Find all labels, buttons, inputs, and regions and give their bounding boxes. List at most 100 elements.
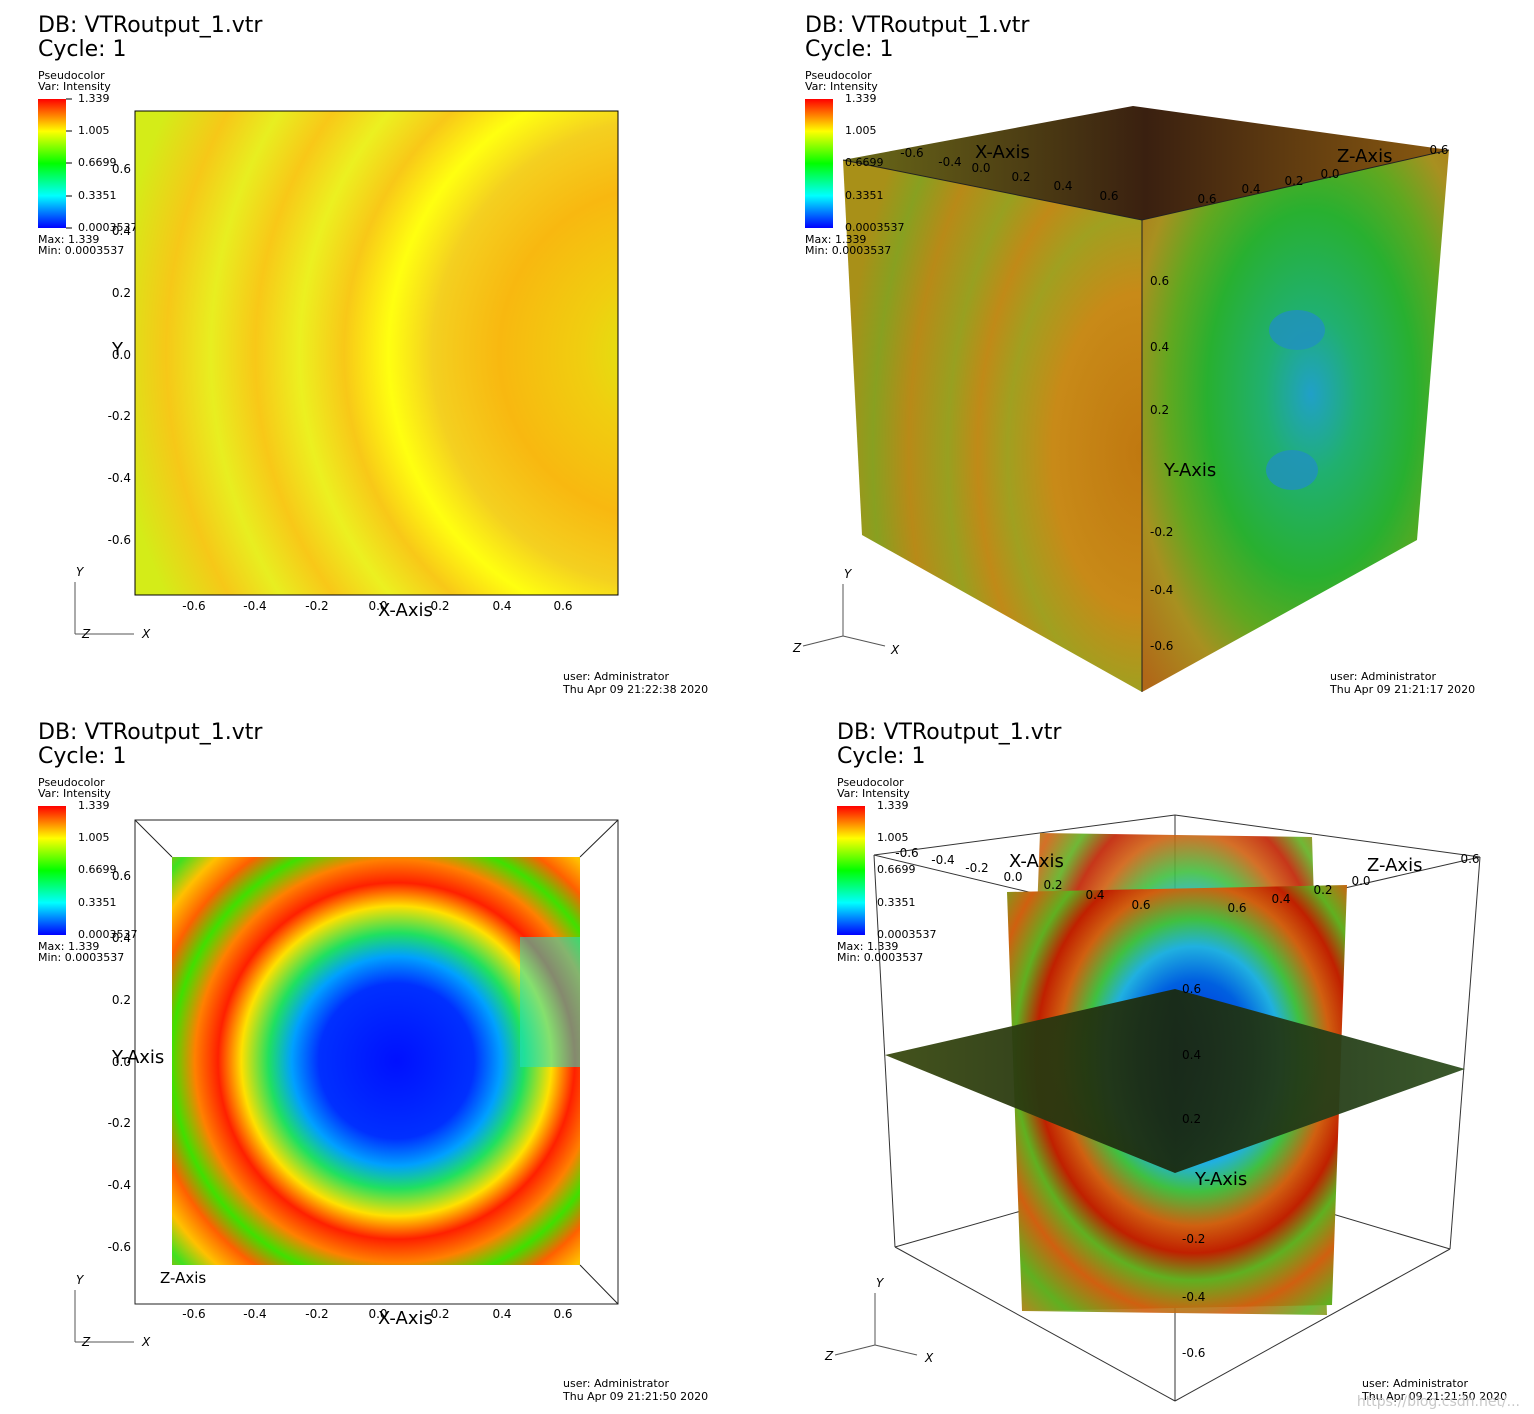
color-legend-bar	[38, 99, 66, 228]
viz-window-3[interactable]: DB: VTRoutput_1.vtr Cycle: 1 Pseudocolor…	[0, 707, 767, 1414]
triad-x: X	[141, 627, 151, 641]
var-label: Var: Intensity	[837, 787, 910, 800]
db-label: DB: VTRoutput_1.vtr	[805, 13, 1030, 38]
min-label: Min: 0.0003537	[837, 951, 923, 964]
svg-text:-0.6: -0.6	[1150, 639, 1173, 653]
svg-text:0.0: 0.0	[112, 1055, 131, 1069]
viz-window-4[interactable]: DB: VTRoutput_1.vtr Cycle: 1 Pseudocolor…	[767, 707, 1534, 1414]
var-label: Var: Intensity	[805, 80, 878, 93]
plot-type-label: Pseudocolor	[837, 776, 904, 789]
timestamp-label: Thu Apr 09 21:21:50 2020	[1361, 1390, 1507, 1403]
cycle-label: Cycle: 1	[837, 744, 926, 769]
db-label: DB: VTRoutput_1.vtr	[38, 720, 263, 745]
render-area-1[interactable]: DB: VTRoutput_1.vtr Cycle: 1 Pseudocolor…	[0, 0, 767, 707]
user-label: user: Administrator	[1330, 670, 1436, 683]
svg-text:0.6: 0.6	[1182, 982, 1201, 996]
var-label: Var: Intensity	[38, 80, 111, 93]
svg-text:-0.4: -0.4	[108, 471, 131, 485]
z-ticks: 0.6 0.4 0.2 0.0 0.6	[1197, 143, 1448, 206]
triad-y: Y	[876, 1276, 885, 1290]
x-ticks: -0.6 -0.4 -0.2 0.0 0.2 0.4 0.6	[182, 599, 572, 613]
cube-front-face	[843, 160, 1142, 692]
svg-text:-0.2: -0.2	[108, 1116, 131, 1130]
legend-tick: 0.6699	[877, 863, 916, 876]
bounding-box	[134, 819, 619, 1305]
svg-text:0.6: 0.6	[1150, 274, 1169, 288]
var-label: Var: Intensity	[38, 787, 111, 800]
svg-text:0.4: 0.4	[112, 224, 131, 238]
legend-tick: 0.6699	[78, 863, 117, 876]
user-label: user: Administrator	[563, 1377, 669, 1390]
svg-text:0.2: 0.2	[112, 993, 131, 1007]
triad-y: Y	[76, 1273, 85, 1287]
svg-text:0.4: 0.4	[1241, 182, 1260, 196]
user-label: user: Administrator	[1362, 1377, 1468, 1390]
low-intensity-blob	[1266, 450, 1318, 490]
legend-tick: 1.339	[845, 92, 877, 105]
svg-text:-0.6: -0.6	[182, 599, 205, 613]
x-axis-title: X-Axis	[1009, 851, 1064, 872]
svg-text:0.6: 0.6	[553, 1307, 572, 1321]
legend-tick: 0.6699	[845, 156, 884, 169]
svg-text:0.0: 0.0	[971, 161, 990, 175]
color-legend-bar	[805, 99, 833, 228]
svg-text:0.4: 0.4	[112, 931, 131, 945]
svg-text:-0.2: -0.2	[1150, 525, 1173, 539]
svg-text:0.6: 0.6	[112, 869, 131, 883]
legend-tick: 0.0003537	[78, 221, 138, 234]
svg-text:-0.2: -0.2	[305, 1307, 328, 1321]
y-ticks: 0.6 0.4 0.2 -0.2 -0.4 -0.6	[1150, 274, 1173, 653]
triad-x: X	[141, 1335, 151, 1349]
y-ticks: 0.6 0.4 0.2 -0.2 -0.4 -0.6	[1182, 982, 1205, 1360]
legend-tick: 0.0003537	[78, 928, 138, 941]
x-ticks: -0.6 -0.4 0.0 0.2 0.4 0.6	[900, 146, 1118, 203]
x-ticks: -0.6 -0.4 -0.2 0.0 0.2 0.4 0.6	[895, 846, 1150, 912]
viz-window-2[interactable]: DB: VTRoutput_1.vtr Cycle: 1 Pseudocolor…	[767, 0, 1534, 707]
svg-text:0.0: 0.0	[1003, 870, 1022, 884]
slice-xz	[885, 989, 1465, 1173]
svg-text:0.4: 0.4	[1271, 892, 1290, 906]
svg-text:-0.6: -0.6	[1182, 1346, 1205, 1360]
svg-text:0.0: 0.0	[1351, 874, 1370, 888]
svg-text:0.0: 0.0	[112, 348, 131, 362]
svg-text:-0.6: -0.6	[182, 1307, 205, 1321]
viz-window-1[interactable]: DB: VTRoutput_1.vtr Cycle: 1 Pseudocolor…	[0, 0, 767, 707]
render-area-2[interactable]: DB: VTRoutput_1.vtr Cycle: 1 Pseudocolor…	[767, 0, 1534, 707]
max-label: Max: 1.339	[837, 940, 898, 953]
svg-text:-0.2: -0.2	[108, 409, 131, 423]
svg-text:0.2: 0.2	[1043, 878, 1062, 892]
svg-text:-0.6: -0.6	[895, 846, 918, 860]
legend-tick: 1.005	[845, 124, 877, 137]
svg-text:0.6: 0.6	[1099, 189, 1118, 203]
render-area-3[interactable]: DB: VTRoutput_1.vtr Cycle: 1 Pseudocolor…	[0, 707, 767, 1414]
z-axis-title: Z-Axis	[160, 1269, 206, 1287]
legend-tick: 0.3351	[845, 189, 884, 202]
y-axis-title: Y-Axis	[111, 1047, 164, 1068]
svg-text:0.0: 0.0	[1320, 167, 1339, 181]
svg-text:0.4: 0.4	[1150, 340, 1169, 354]
render-area-4[interactable]: DB: VTRoutput_1.vtr Cycle: 1 Pseudocolor…	[767, 707, 1534, 1414]
y-ticks: 0.6 0.4 0.2 0.0 -0.2 -0.4 -0.6	[108, 869, 131, 1254]
legend-tick: 0.6699	[78, 156, 117, 169]
svg-text:-0.6: -0.6	[108, 533, 131, 547]
svg-text:-0.6: -0.6	[108, 1240, 131, 1254]
svg-text:-0.4: -0.4	[108, 1178, 131, 1192]
cube-right-face	[1142, 150, 1449, 692]
color-legend-bar	[38, 806, 66, 935]
y-axis-title: Y	[111, 339, 124, 360]
svg-text:0.6: 0.6	[112, 162, 131, 176]
pseudocolor-plot	[135, 111, 618, 595]
legend-tick: 0.3351	[78, 189, 117, 202]
svg-text:0.2: 0.2	[1313, 883, 1332, 897]
svg-text:0.6: 0.6	[1460, 852, 1479, 866]
user-label: user: Administrator	[563, 670, 669, 683]
svg-text:-0.2: -0.2	[965, 861, 988, 875]
svg-text:-0.6: -0.6	[900, 146, 923, 160]
svg-text:0.4: 0.4	[492, 1307, 511, 1321]
svg-text:0.2: 0.2	[112, 286, 131, 300]
svg-text:0.6: 0.6	[1227, 901, 1246, 915]
max-label: Max: 1.339	[38, 940, 99, 953]
svg-text:0.2: 0.2	[1284, 174, 1303, 188]
plot-type-label: Pseudocolor	[38, 776, 105, 789]
legend-tick: 0.0003537	[845, 221, 905, 234]
